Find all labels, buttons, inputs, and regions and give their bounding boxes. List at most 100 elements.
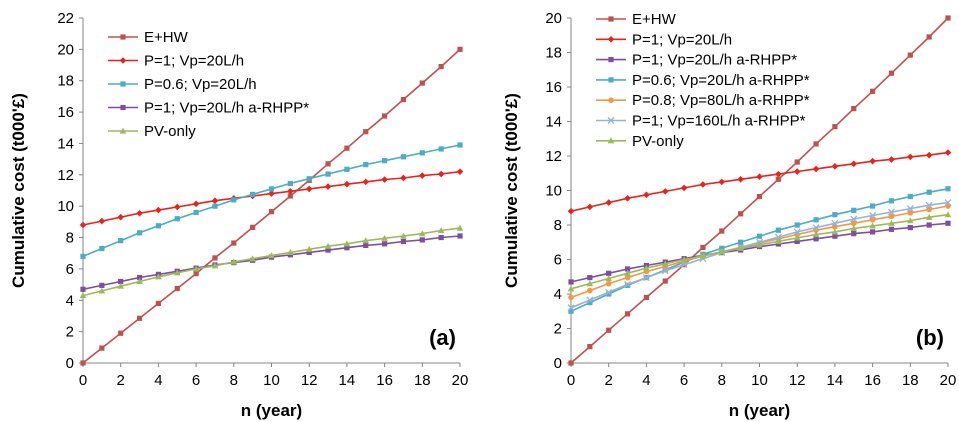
data-point [98, 287, 106, 294]
data-point [605, 199, 612, 206]
data-point [456, 224, 464, 231]
data-point [926, 34, 932, 40]
x-tick-label: 8 [718, 372, 726, 389]
data-point [174, 216, 180, 222]
legend-item: PV-only [596, 133, 684, 150]
data-point [869, 212, 877, 219]
data-point [850, 225, 858, 232]
x-tick-label: 16 [376, 372, 393, 389]
data-point [438, 234, 444, 241]
data-point [624, 194, 631, 202]
x-tick-label: 0 [567, 372, 575, 389]
data-point [680, 261, 688, 269]
data-point [605, 288, 613, 296]
data-point [774, 233, 782, 241]
data-point [567, 285, 575, 292]
data-point [80, 360, 86, 366]
data-point [419, 230, 426, 237]
data-point [775, 176, 781, 182]
data-point [118, 238, 124, 244]
data-point [174, 285, 180, 292]
data-point [79, 221, 87, 229]
data-point [117, 213, 124, 221]
data-point [419, 150, 425, 156]
data-point [794, 222, 800, 228]
data-point [419, 80, 425, 86]
data-point [661, 260, 669, 267]
legend-item: PV-only [108, 123, 196, 140]
data-point [344, 145, 350, 151]
data-point [831, 228, 839, 235]
x-tick-label: 12 [301, 372, 318, 389]
chart-panel-a: 0 2 4 6 8 10 12 14 16 18 20 22 0 2 4 6 8 10 12 14 16 18 20 n (y… [9, 10, 468, 420]
y-tick-label: 6 [66, 261, 74, 278]
data-point [586, 296, 594, 304]
x-tick-label: 6 [192, 372, 200, 389]
data-point [457, 142, 463, 148]
series-pv-only [567, 211, 952, 292]
legend-item: P=1; Vp=20L/h a-RHPP* [596, 52, 797, 69]
data-point [268, 252, 275, 259]
x-tick-label: 4 [154, 372, 162, 389]
data-point [906, 205, 914, 213]
data-point [926, 222, 932, 228]
legend-swatch-marker [119, 57, 127, 64]
y-tick-label: 18 [545, 45, 562, 62]
data-point [400, 96, 407, 103]
legend-swatch-marker [119, 127, 127, 134]
data-point [457, 233, 463, 239]
data-point [136, 315, 143, 321]
data-point [887, 208, 895, 216]
legend-swatch-marker [120, 81, 126, 87]
data-point [99, 245, 105, 252]
data-point [793, 234, 801, 241]
data-point [438, 146, 444, 152]
series-p-0-6-vp-20l-h [80, 142, 463, 259]
data-point [192, 265, 200, 272]
data-point [869, 157, 876, 165]
legend-label: PV-only [144, 123, 196, 140]
legend: E+HW P=1; Vp=20L/h P=0.6; Vp=20L/h P=1; Vp=… [108, 29, 309, 140]
legend-swatch-marker [608, 16, 614, 22]
data-point [662, 278, 668, 284]
legend-label: P=0.6; Vp=20L/h [144, 76, 257, 93]
data-point [605, 275, 612, 282]
data-point [945, 186, 951, 192]
data-point [926, 189, 932, 195]
data-point [794, 238, 800, 244]
legend-label: E+HW [144, 29, 189, 46]
data-point [643, 294, 649, 301]
x-tick-label: 14 [339, 372, 356, 389]
data-point [756, 173, 763, 180]
data-point [813, 141, 819, 147]
data-point [268, 209, 275, 215]
data-point [870, 88, 876, 94]
data-point [888, 213, 895, 220]
data-point [851, 231, 857, 237]
data-point [624, 274, 631, 281]
data-point [680, 184, 688, 192]
x-tick-label: 14 [827, 372, 844, 389]
legend-item: P=0.6; Vp=20L/h [108, 76, 257, 93]
data-point [343, 180, 351, 188]
legend-label: P=0.6; Vp=20L/h a-RHPP* [632, 72, 810, 89]
data-point [325, 247, 331, 253]
data-point [567, 304, 575, 312]
data-point [907, 224, 913, 231]
y-tick-label: 0 [554, 355, 562, 372]
x-tick-label: 0 [79, 372, 87, 389]
x-tick-label: 20 [940, 372, 957, 389]
data-point [907, 52, 913, 58]
legend-item: P=1; Vp=20L/h [108, 53, 244, 70]
data-point [944, 149, 952, 156]
series-pv-only [79, 224, 464, 299]
y-tick-label: 14 [57, 135, 74, 152]
legend-item: E+HW [108, 29, 189, 46]
legend-label: P=1; Vp=20L/h a-RHPP* [632, 52, 797, 69]
data-point [400, 154, 407, 160]
y-tick-label: 16 [545, 79, 562, 96]
data-point [362, 178, 370, 186]
y-tick-label: 2 [554, 321, 562, 338]
data-point [888, 70, 895, 76]
legend-label: E+HW [632, 11, 677, 28]
